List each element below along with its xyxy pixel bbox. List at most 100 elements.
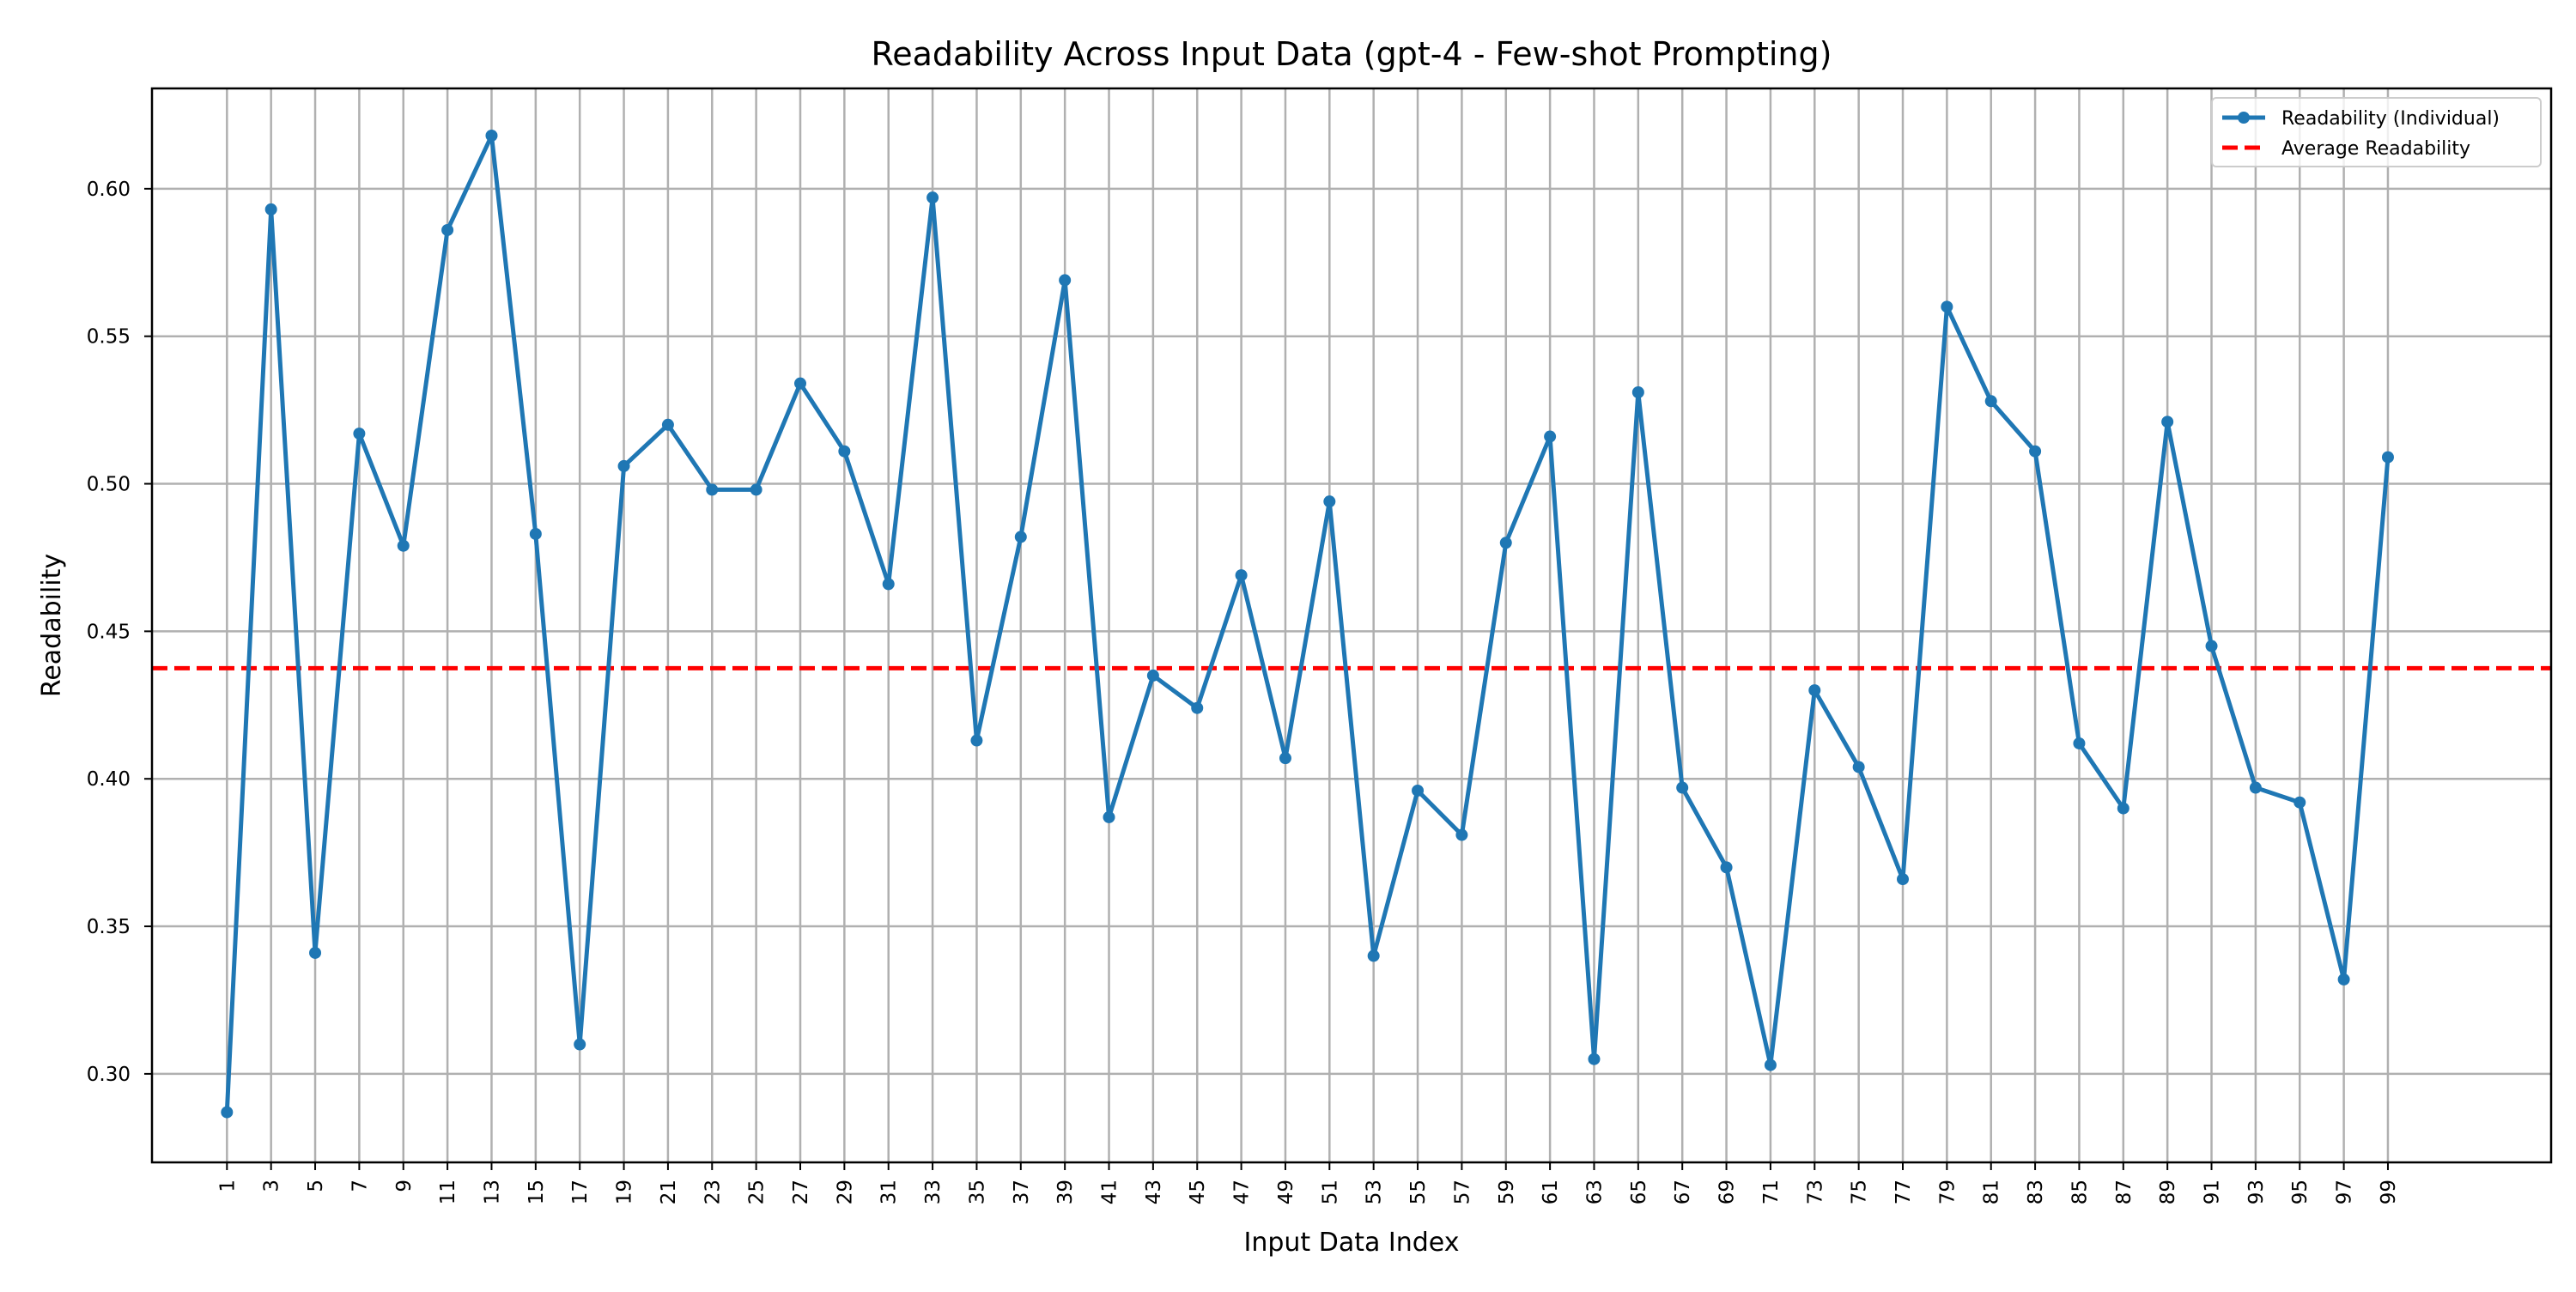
data-point	[1059, 274, 1072, 287]
x-tick-label: 73	[1804, 1180, 1826, 1204]
data-point	[1103, 810, 1115, 823]
x-tick-label: 85	[2069, 1180, 2091, 1204]
y-tick-label: 0.55	[87, 326, 131, 349]
x-tick-label: 59	[1496, 1180, 1518, 1204]
x-tick-label: 41	[1099, 1180, 1121, 1204]
x-tick-label: 35	[966, 1180, 988, 1204]
data-point	[309, 946, 322, 959]
legend-label-individual: Readability (Individual)	[2281, 108, 2500, 130]
data-point	[793, 377, 806, 390]
x-tick-label: 9	[393, 1180, 416, 1192]
x-tick-label: 95	[2289, 1180, 2312, 1204]
data-point	[2161, 416, 2174, 428]
x-tick-label: 5	[305, 1180, 327, 1192]
x-tick-label: 87	[2113, 1180, 2136, 1204]
data-point	[927, 191, 939, 204]
x-tick-label: 61	[1540, 1180, 1562, 1204]
x-tick-label: 37	[1011, 1180, 1033, 1204]
y-tick-label: 0.50	[87, 474, 131, 496]
y-axis-label: Readability	[37, 554, 67, 697]
chart-title: Readability Across Input Data (gpt-4 - F…	[872, 35, 1832, 73]
x-tick-label: 89	[2157, 1180, 2179, 1204]
legend: Readability (Individual) Average Readabi…	[2211, 97, 2542, 167]
x-tick-label: 3	[261, 1180, 283, 1192]
x-tick-label: 29	[834, 1180, 856, 1204]
data-point	[529, 527, 542, 540]
data-point	[1852, 761, 1865, 773]
data-point	[1279, 752, 1291, 765]
plot-frame	[150, 87, 2553, 1164]
x-tick-label: 67	[1672, 1180, 1694, 1204]
data-point	[838, 445, 851, 458]
y-tick-label: 0.35	[87, 916, 131, 938]
data-point	[264, 203, 277, 215]
data-point	[1631, 385, 1644, 398]
x-tick-label: 77	[1893, 1180, 1915, 1204]
data-point	[2249, 781, 2262, 794]
data-point	[1897, 873, 1910, 886]
x-tick-label: 25	[746, 1180, 769, 1204]
data-point	[1323, 495, 1336, 508]
data-point	[617, 459, 630, 472]
x-tick-label: 31	[878, 1180, 901, 1204]
data-point	[397, 539, 410, 552]
data-point	[1720, 861, 1733, 874]
data-point	[750, 483, 762, 496]
x-tick-label: 65	[1628, 1180, 1650, 1204]
data-point	[1544, 430, 1557, 443]
data-point	[1808, 684, 1821, 697]
data-point	[1191, 701, 1204, 714]
x-tick-label: 39	[1054, 1180, 1077, 1204]
x-tick-label: 33	[922, 1180, 945, 1204]
data-point	[2205, 640, 2218, 652]
x-tick-label: 17	[569, 1180, 592, 1204]
legend-box	[2211, 97, 2542, 167]
data-point	[1764, 1058, 1777, 1071]
x-tick-label: 83	[2025, 1180, 2047, 1204]
data-point	[2073, 737, 2086, 749]
x-axis-label: Input Data Index	[1244, 1228, 1460, 1258]
x-tick-label: 47	[1231, 1180, 1254, 1204]
readability-series-line	[224, 133, 2391, 1113]
data-point	[2293, 796, 2306, 809]
grid	[152, 88, 2551, 1162]
y-tick-label: 0.60	[87, 179, 131, 201]
x-tick-label: 11	[437, 1180, 459, 1204]
x-tick-label: 51	[1319, 1180, 1341, 1204]
x-tick-label: 19	[614, 1180, 636, 1204]
x-tick-label: 15	[526, 1180, 548, 1204]
data-point	[485, 129, 498, 142]
x-tick-label: 49	[1275, 1180, 1297, 1204]
y-tick-label: 0.30	[87, 1064, 131, 1086]
y-tick-label: 0.40	[87, 768, 131, 791]
data-point	[441, 223, 454, 236]
x-tick-label: 45	[1187, 1180, 1209, 1204]
data-point	[1676, 781, 1689, 794]
data-point	[1235, 569, 1248, 582]
x-tick-label: 23	[702, 1180, 724, 1204]
data-point	[706, 483, 719, 496]
x-tick-label: 79	[1936, 1180, 1959, 1204]
x-tick-label: 69	[1716, 1180, 1739, 1204]
x-tick-label: 1	[216, 1180, 239, 1192]
data-point	[1984, 395, 1997, 408]
y-tick-label: 0.45	[87, 621, 131, 643]
x-tick-label: 53	[1364, 1180, 1386, 1204]
data-point	[2029, 445, 2042, 458]
data-point	[221, 1106, 234, 1119]
x-tick-label: 13	[481, 1180, 503, 1204]
data-point	[661, 418, 674, 431]
x-tick-label: 75	[1849, 1180, 1871, 1204]
x-tick-label: 71	[1760, 1180, 1783, 1204]
data-point	[1014, 531, 1027, 543]
data-point	[1146, 669, 1159, 682]
x-tick-label: 99	[2378, 1180, 2400, 1204]
x-tick-label: 81	[1981, 1180, 2003, 1204]
data-point	[2381, 451, 2394, 464]
data-point	[353, 428, 366, 440]
x-tick-label: 93	[2245, 1180, 2268, 1204]
x-tick-label: 43	[1143, 1180, 1165, 1204]
x-tick-label: 21	[658, 1180, 680, 1204]
